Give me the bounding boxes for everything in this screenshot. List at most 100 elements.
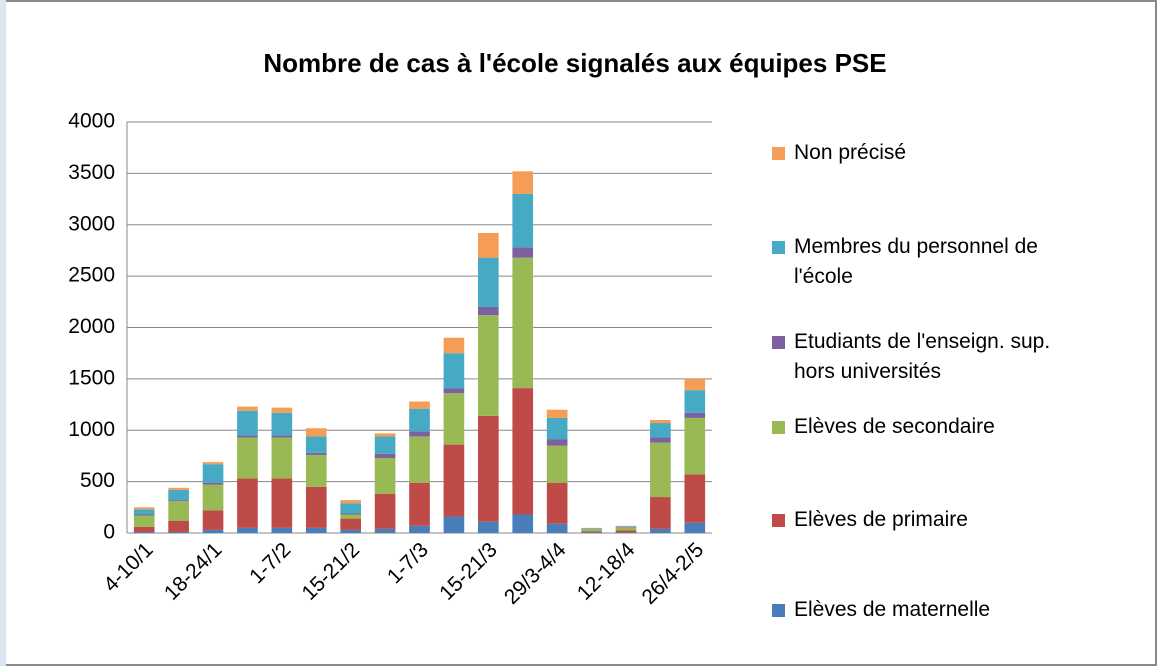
bar-segment [133,531,155,533]
y-tick-label: 3500 [68,161,115,184]
bar-segment [271,435,293,438]
bar-segment [305,452,327,455]
bar-segment [237,437,258,479]
bar-segment [478,415,499,522]
bar-segment [581,529,602,532]
bar-segment [237,435,258,438]
bar-segment [340,513,361,515]
bar-segment [271,527,293,533]
bar-segment [443,337,465,354]
bar-segment [684,522,706,533]
bar-segment [237,527,258,533]
legend-label: Membres du personnel de l'école [794,235,1038,288]
bar-segment [615,527,637,528]
bar-segment [478,232,499,258]
bar-segment [512,171,534,194]
bar-segment [409,401,430,409]
bar-segment [340,518,361,530]
bar-segment [374,493,396,529]
bar-segment [409,525,430,533]
bar-segment [168,531,189,533]
bar-segment [478,257,499,307]
chart-title: Nombre de cas à l'école signalés aux équ… [263,48,886,78]
legend-entry: Elèves de primaire [772,505,1094,535]
bar-segment [478,521,499,533]
bar-segment [409,431,430,437]
legend-swatch [772,336,785,349]
y-tick-label: 2500 [68,264,115,287]
bar-segment [340,500,361,504]
bar-segment [168,501,189,521]
legend-swatch [772,421,785,434]
y-tick-label: 0 [103,521,115,544]
bar-segment [374,453,396,458]
y-tick-label: 1500 [68,366,115,389]
bar-segment [478,315,499,416]
bar-segment [374,436,396,454]
bar-segment [168,500,189,502]
bar-segment [202,529,224,533]
bar-segment [512,247,534,258]
bar-segment [305,454,327,487]
bar-segment [271,437,293,479]
bar-segment [546,482,568,524]
legend-entry: Elèves de maternelle [772,595,1094,625]
bar-segment [133,514,155,516]
bar-segment [546,445,568,483]
y-tick-label: 500 [80,469,115,492]
bar-segment [478,306,499,316]
legend-label: Elèves de primaire [794,508,968,531]
bar-segment [615,530,637,533]
bar-segment [305,428,327,437]
bar-segment [305,436,327,453]
legend-entry: Membres du personnel de l'école [772,232,1094,292]
bar-segment [684,417,706,475]
bar-segment [340,514,361,519]
bar-segment [237,406,258,411]
bar-segment [271,407,293,413]
bar-segment [443,393,465,445]
bar-segment [650,437,671,443]
bar-segment [581,531,602,533]
bar-segment [650,528,671,533]
y-tick-label: 1000 [68,418,115,441]
bar-segment [650,419,671,424]
bar-segment [305,486,327,528]
bar-segment [684,412,706,418]
legend-swatch [772,514,785,527]
bar-segment [202,464,224,483]
bar-segment [546,523,568,533]
bar-segment [374,433,396,437]
bar-segment [443,516,465,533]
edge [0,0,6,666]
bar-segment [409,482,430,526]
legend-swatch [772,241,785,254]
bar-segment [615,526,637,528]
bar-segment [443,444,465,517]
bar-segment [374,528,396,533]
bar-segment [133,526,155,532]
legend-swatch [772,147,785,160]
bar-segment [340,503,361,514]
bar-segment [546,417,568,440]
bar-segment [615,532,637,533]
bar-segment [202,510,224,530]
legend-label: Etudiants de l'enseign. sup. hors univer… [794,330,1051,383]
legend-label: Elèves de secondaire [794,415,995,438]
legend-entry: Non précisé [772,138,1094,168]
y-tick-label: 2000 [68,315,115,338]
bar-segment [133,509,155,515]
bar-segment [650,497,671,529]
bar-segment [581,532,602,533]
bar-segment [650,423,671,438]
legend-label: Elèves de maternelle [794,598,991,621]
bar-segment [581,528,602,530]
bar-segment [237,410,258,436]
bar-segment [615,527,637,531]
legend-swatch [772,604,785,617]
bar-segment [443,353,465,389]
bar-segment [271,412,293,436]
bar-segment [512,514,534,533]
